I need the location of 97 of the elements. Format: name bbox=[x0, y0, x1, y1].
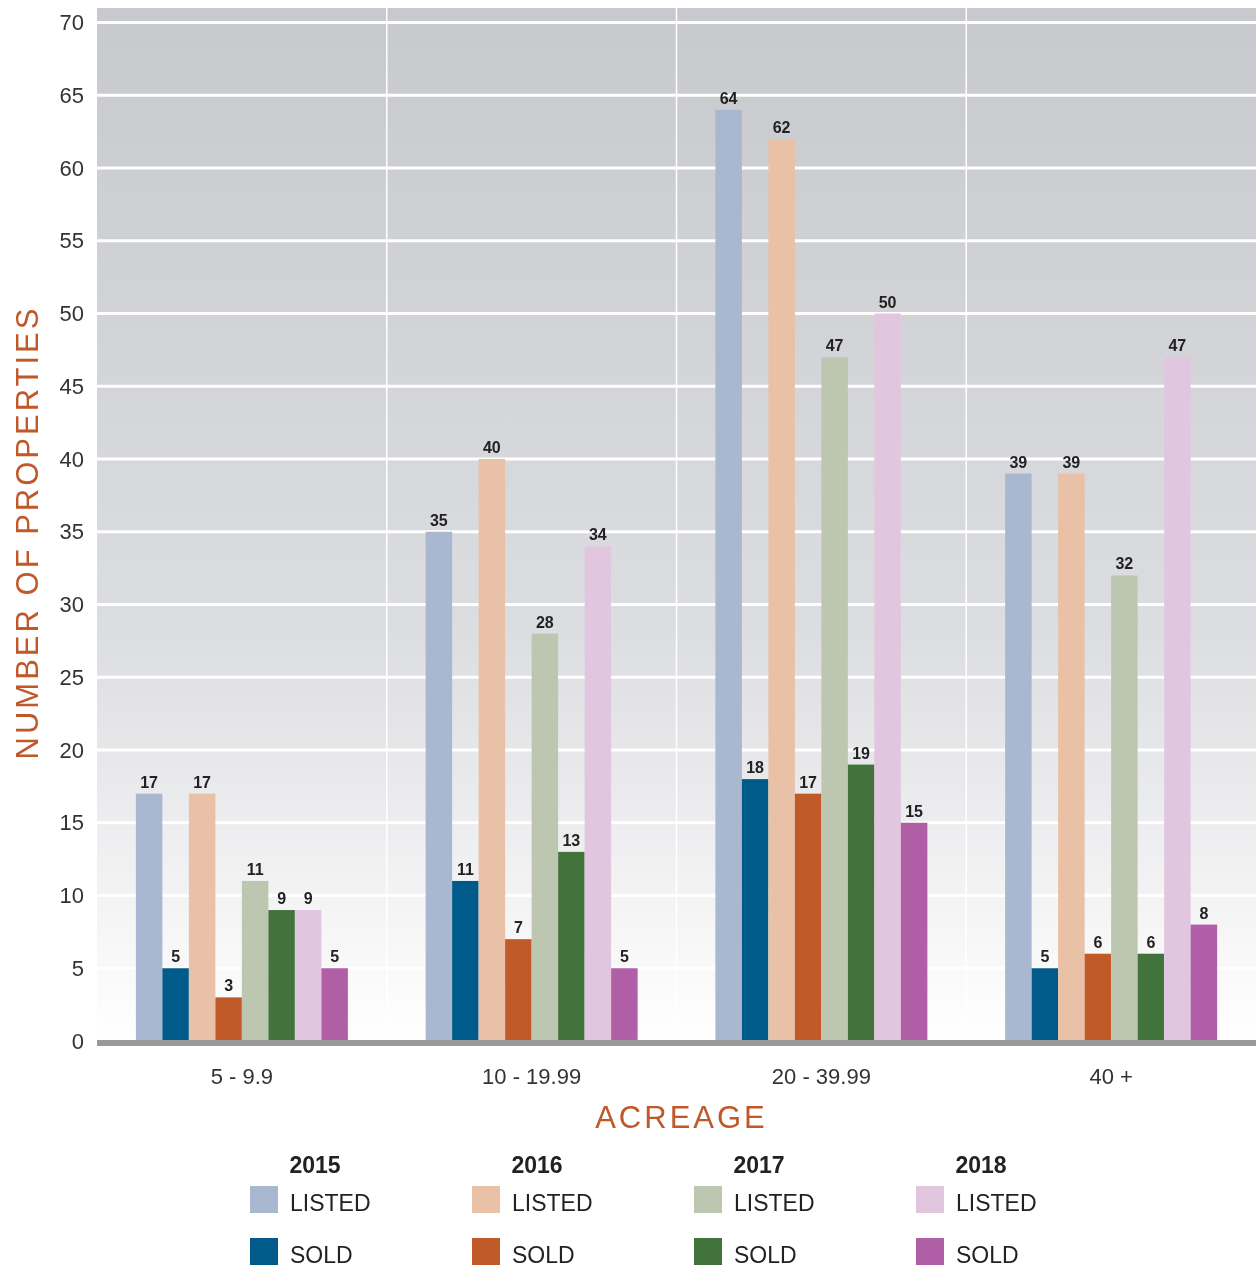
legend-label: LISTED bbox=[956, 1190, 1037, 1216]
bar bbox=[425, 531, 453, 1041]
y-tick-label: 0 bbox=[71, 1028, 84, 1054]
data-label: 15 bbox=[905, 802, 924, 820]
data-label: 17 bbox=[799, 773, 818, 791]
data-label: 39 bbox=[1062, 453, 1081, 471]
bar bbox=[611, 968, 638, 1041]
bar bbox=[1005, 473, 1032, 1041]
bar bbox=[715, 109, 742, 1041]
bar bbox=[874, 313, 901, 1041]
bar bbox=[505, 939, 532, 1041]
y-tick-label: 5 bbox=[71, 955, 84, 981]
y-tick-label: 15 bbox=[59, 810, 84, 836]
bar bbox=[1164, 357, 1191, 1041]
bar bbox=[558, 851, 585, 1041]
bar bbox=[135, 793, 163, 1041]
y-tick-label: 25 bbox=[59, 664, 84, 690]
text: 2015 bbox=[289, 1152, 341, 1178]
x-tick-label: 40 + bbox=[1089, 1064, 1133, 1089]
bar bbox=[741, 779, 769, 1041]
y-tick-label: 10 bbox=[59, 883, 84, 909]
y-tick-label: 35 bbox=[59, 519, 84, 545]
data-label: 17 bbox=[193, 773, 212, 791]
data-label: 8 bbox=[1199, 904, 1209, 922]
data-label: 5 bbox=[330, 948, 340, 966]
bar bbox=[1084, 953, 1112, 1041]
y-tick-label: 30 bbox=[59, 592, 84, 618]
y-tick-label: 70 bbox=[59, 10, 84, 36]
data-label: 47 bbox=[1168, 337, 1187, 355]
data-label: 11 bbox=[246, 860, 264, 878]
y-tick-label: 40 bbox=[59, 446, 84, 472]
bar bbox=[452, 880, 479, 1041]
data-label: 34 bbox=[588, 526, 607, 544]
data-label: 6 bbox=[1146, 933, 1156, 951]
data-label: 9 bbox=[303, 890, 313, 908]
data-label: 62 bbox=[772, 118, 791, 136]
bar bbox=[768, 138, 795, 1041]
data-label: 28 bbox=[535, 613, 554, 631]
data-label: 3 bbox=[224, 977, 234, 995]
data-label: 13 bbox=[562, 831, 581, 849]
bar bbox=[241, 880, 269, 1041]
data-label: 6 bbox=[1093, 933, 1103, 951]
data-label: 39 bbox=[1009, 453, 1028, 471]
legend-label: SOLD bbox=[290, 1242, 353, 1266]
y-tick-label: 20 bbox=[59, 737, 84, 763]
y-tick-label: 45 bbox=[59, 373, 84, 399]
data-label: 35 bbox=[429, 511, 448, 529]
x-axis-title: ACREAGE bbox=[595, 1100, 768, 1135]
bar bbox=[1058, 473, 1085, 1041]
text: 2017 bbox=[733, 1152, 785, 1178]
y-tick-label: 55 bbox=[59, 228, 84, 254]
y-axis-title: NUMBER OF PROPERTIES bbox=[10, 305, 45, 760]
legend-label: LISTED bbox=[512, 1190, 593, 1216]
bar bbox=[1190, 924, 1218, 1041]
bar bbox=[188, 793, 216, 1041]
text: 2018 bbox=[955, 1152, 1007, 1178]
bar bbox=[294, 910, 322, 1041]
bar bbox=[215, 997, 242, 1041]
bar bbox=[900, 822, 928, 1041]
y-tick-label: 60 bbox=[59, 155, 84, 181]
bar bbox=[321, 968, 348, 1041]
data-label: 19 bbox=[852, 744, 871, 762]
bar bbox=[531, 633, 559, 1041]
legend-label: LISTED bbox=[734, 1190, 815, 1216]
data-label: 40 bbox=[482, 439, 501, 457]
data-label: 64 bbox=[719, 89, 738, 107]
text: 2016 bbox=[511, 1152, 563, 1178]
bar bbox=[584, 546, 612, 1041]
legend-label: SOLD bbox=[956, 1242, 1019, 1266]
data-label: 9 bbox=[277, 890, 287, 908]
bar bbox=[794, 793, 822, 1041]
data-label: 17 bbox=[140, 773, 159, 791]
y-tick-label: 50 bbox=[59, 301, 84, 327]
data-label: 5 bbox=[619, 948, 629, 966]
data-label: 5 bbox=[1040, 948, 1050, 966]
bar bbox=[162, 968, 189, 1041]
legend-label: SOLD bbox=[734, 1242, 797, 1266]
bar bbox=[268, 910, 295, 1041]
data-label: 18 bbox=[746, 759, 765, 777]
data-label: 32 bbox=[1115, 555, 1134, 573]
bar bbox=[1137, 953, 1165, 1041]
x-tick-label: 20 - 39.99 bbox=[771, 1064, 871, 1089]
legend-label: LISTED bbox=[290, 1190, 371, 1216]
bar bbox=[1031, 968, 1059, 1041]
bar bbox=[847, 764, 875, 1041]
y-tick-label: 65 bbox=[59, 83, 84, 108]
bar bbox=[1111, 575, 1138, 1041]
legend-label: SOLD bbox=[512, 1242, 575, 1266]
data-label: 47 bbox=[825, 337, 844, 355]
x-tick-label: 10 - 19.99 bbox=[482, 1064, 582, 1089]
data-label: 11 bbox=[456, 860, 474, 878]
data-label: 5 bbox=[171, 948, 181, 966]
data-label: 50 bbox=[878, 293, 897, 311]
bar bbox=[821, 357, 848, 1041]
bar bbox=[478, 459, 506, 1041]
x-tick-label: 5 - 9.9 bbox=[210, 1064, 274, 1089]
data-label: 7 bbox=[513, 919, 523, 937]
